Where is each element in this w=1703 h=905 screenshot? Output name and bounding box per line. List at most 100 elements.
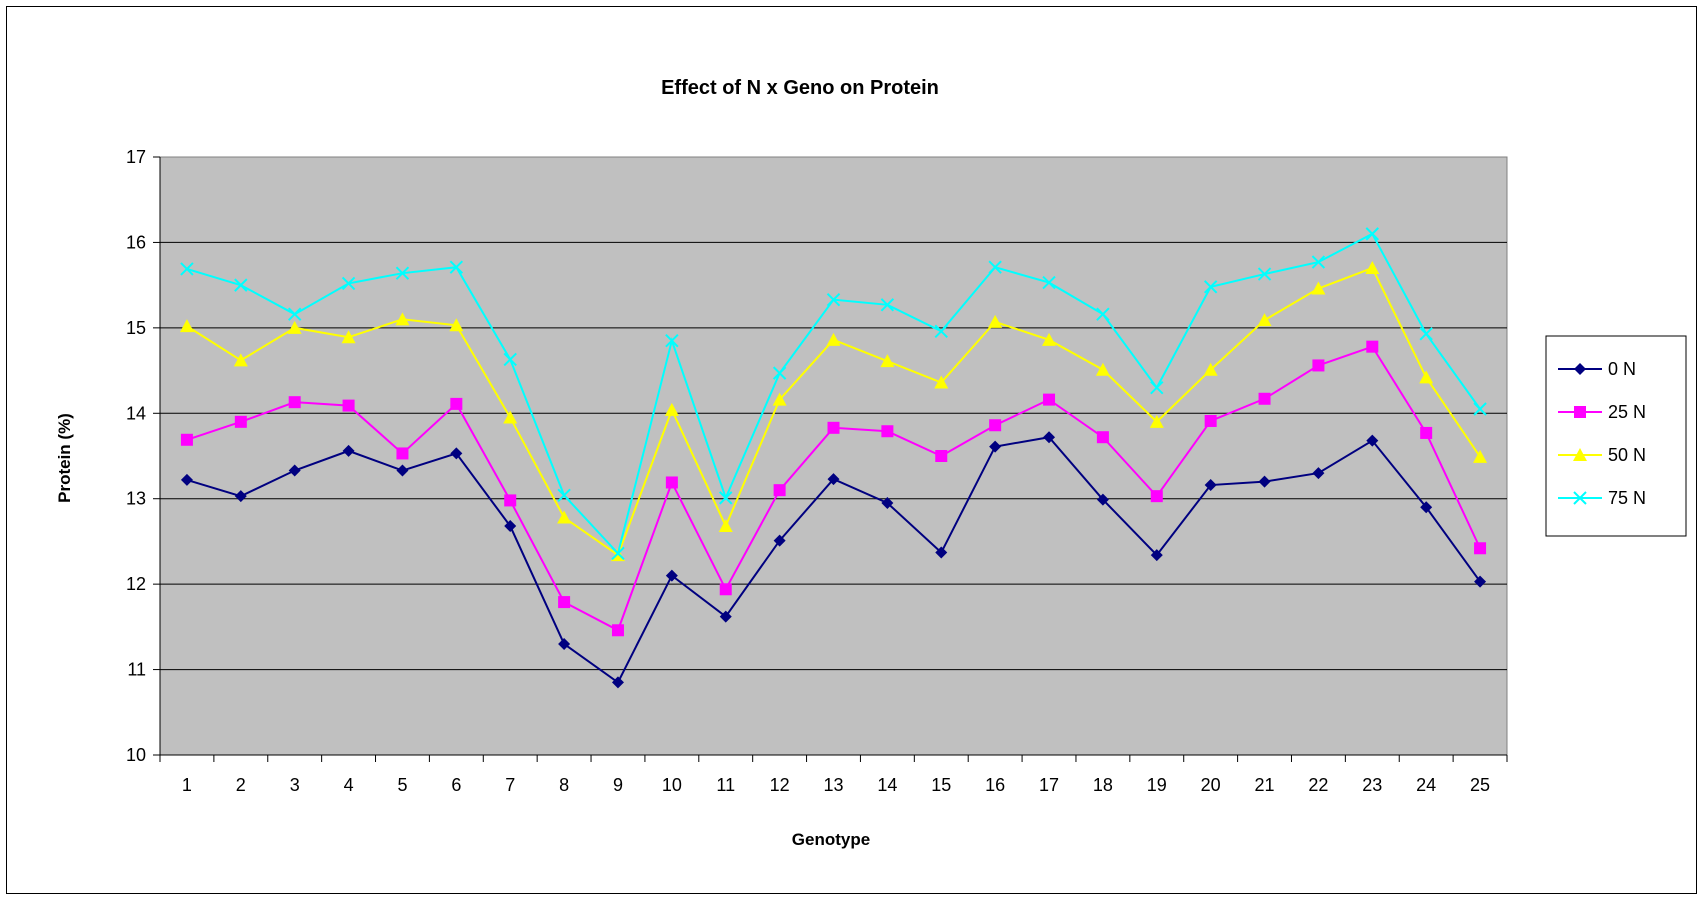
data-point: [827, 473, 840, 486]
data-point: [934, 324, 948, 338]
data-point: [450, 397, 463, 410]
data-point: [773, 534, 786, 547]
x-tick-label: 17: [1039, 775, 1059, 795]
data-point: [988, 260, 1002, 274]
x-tick-label: 2: [236, 775, 246, 795]
data-point: [504, 520, 517, 533]
legend-box: [1545, 335, 1687, 537]
chart-title: Effect of N x Geno on Protein: [661, 77, 939, 99]
legend-label: 75 N: [1608, 488, 1646, 508]
data-point: [1474, 575, 1487, 588]
series-2: [180, 340, 1487, 637]
data-point: [1043, 393, 1056, 406]
data-point: [288, 396, 301, 409]
legend-swatch-marker: [1573, 448, 1587, 461]
data-point: [1312, 467, 1325, 480]
legend-label: 25 N: [1608, 402, 1646, 422]
data-point: [718, 519, 733, 533]
data-point: [1042, 275, 1056, 290]
data-point: [1365, 261, 1380, 275]
y-tick-label: 11: [127, 660, 146, 680]
data-point: [1366, 434, 1379, 447]
data-point: [1204, 479, 1217, 492]
legend-swatch-marker: [1573, 491, 1587, 505]
data-point: [1419, 370, 1434, 384]
data-point: [395, 266, 410, 280]
data-point: [989, 440, 1002, 453]
data-point: [611, 676, 624, 689]
data-point: [558, 596, 571, 609]
data-point: [1043, 431, 1056, 444]
y-tick-label: 15: [126, 318, 146, 338]
x-tick-label: 1: [182, 775, 192, 795]
data-point: [719, 610, 732, 623]
data-point: [288, 464, 301, 477]
data-point: [1420, 501, 1433, 514]
x-tick-label: 16: [985, 775, 1005, 795]
data-point: [1311, 255, 1326, 269]
data-point: [503, 352, 517, 367]
data-point: [989, 419, 1002, 432]
series-1: [180, 431, 1487, 689]
x-tick-label: 24: [1416, 775, 1436, 795]
series-3: [179, 261, 1488, 562]
x-tick-label: 4: [344, 775, 354, 795]
x-tick-label: 10: [662, 775, 682, 795]
data-point: [772, 392, 787, 406]
data-point: [341, 330, 356, 344]
data-point: [234, 415, 247, 428]
x-tick-label: 13: [823, 775, 843, 795]
x-tick-label: 21: [1255, 775, 1275, 795]
data-point: [396, 464, 409, 477]
data-point: [935, 546, 948, 559]
x-tick-label: 8: [559, 775, 569, 795]
y-tick-label: 13: [126, 489, 146, 509]
data-point: [287, 320, 302, 334]
data-point: [180, 473, 193, 486]
data-point: [935, 450, 948, 462]
legend-swatch-marker: [1574, 363, 1586, 375]
x-tick-label: 11: [716, 775, 735, 795]
y-tick-label: 10: [126, 745, 146, 765]
data-point: [1366, 340, 1379, 353]
data-point: [450, 447, 463, 460]
data-point: [1365, 227, 1380, 241]
data-point: [664, 402, 679, 416]
data-point: [449, 318, 464, 332]
data-point: [1150, 549, 1163, 562]
x-tick-label: 22: [1308, 775, 1328, 795]
data-point: [1150, 490, 1163, 503]
data-point: [557, 510, 572, 524]
data-point: [342, 399, 355, 412]
data-point: [1473, 449, 1488, 463]
data-point: [826, 332, 841, 346]
data-point: [234, 278, 248, 292]
y-tick-label: 16: [126, 232, 146, 252]
data-point: [1258, 392, 1271, 405]
data-point: [503, 410, 518, 424]
legend-label: 50 N: [1608, 445, 1646, 465]
data-point: [719, 491, 733, 505]
y-tick-label: 12: [126, 574, 146, 594]
data-point: [665, 333, 679, 348]
data-point: [611, 624, 624, 637]
data-point: [1149, 414, 1164, 428]
data-point: [233, 353, 248, 367]
data-point: [988, 314, 1003, 328]
data-point: [772, 366, 787, 380]
data-point: [880, 354, 895, 368]
data-point: [341, 276, 356, 291]
y-tick-label: 17: [126, 147, 146, 167]
x-tick-label: 3: [290, 775, 300, 795]
data-point: [934, 375, 949, 389]
x-tick-label: 14: [877, 775, 897, 795]
data-point: [1042, 332, 1057, 346]
data-point: [1095, 362, 1110, 376]
data-point: [234, 490, 247, 503]
y-axis-label: Protein (%): [55, 413, 74, 503]
series-4: [180, 227, 1487, 561]
data-point: [1096, 493, 1109, 506]
x-tick-label: 6: [451, 775, 461, 795]
x-tick-label: 12: [770, 775, 790, 795]
x-axis-label: Genotype: [792, 830, 870, 849]
